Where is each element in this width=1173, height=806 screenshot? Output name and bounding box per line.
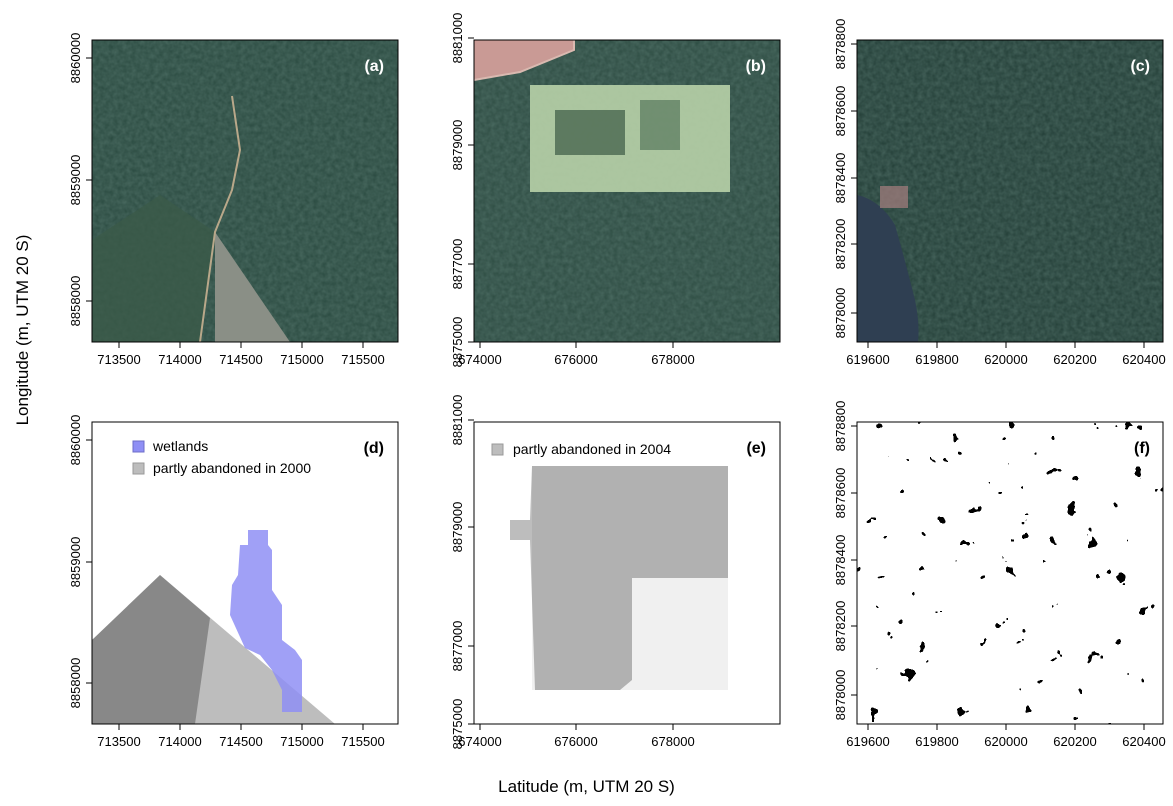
x-tick-label: 620000 (984, 734, 1027, 749)
y-tick-label: 8878400 (833, 535, 848, 586)
y-tick-label: 8878600 (833, 468, 848, 519)
pasture-area (474, 40, 575, 80)
panel-label-f: (f) (1134, 440, 1150, 457)
x-tick-label: 619600 (846, 734, 889, 749)
blob-layer (857, 422, 1163, 724)
abandoned-area (510, 466, 728, 690)
y-tick-label: 8859000 (68, 537, 83, 588)
y-tick-label: 8878000 (833, 288, 848, 339)
y-tick-label: 8875000 (450, 317, 465, 368)
y-tick-label: 8878200 (833, 601, 848, 652)
y-tick-label: 8877000 (450, 621, 465, 672)
y-tick-label: 8878800 (833, 19, 848, 70)
y-tick-label: 8881000 (450, 13, 465, 64)
x-tick-label: 713500 (97, 352, 140, 367)
y-tick-label: 8877000 (450, 239, 465, 290)
y-tick-label: 8860000 (68, 415, 83, 466)
x-tick-label: 619800 (915, 734, 958, 749)
x-tick-label: 678000 (651, 352, 694, 367)
y-axis-title: Longitude (m, UTM 20 S) (8, 0, 38, 801)
y-tick-label: 8878400 (833, 153, 848, 204)
x-tick-label: 714500 (219, 734, 262, 749)
y-tick-label: 8878200 (833, 219, 848, 270)
x-tick-label: 620000 (984, 352, 1027, 367)
panel-label-e: (e) (746, 440, 766, 457)
panel-f: (f) (856, 421, 1164, 725)
regrowth-area (92, 195, 215, 342)
y-tick-label: 8859000 (68, 155, 83, 206)
x-tick-label: 676000 (554, 352, 597, 367)
x-tick-label: 714000 (158, 734, 201, 749)
x-tick-label: 713500 (97, 734, 140, 749)
panel-label-b: (b) (746, 58, 766, 75)
clearing-area (215, 232, 290, 342)
x-tick-label: 715500 (341, 352, 384, 367)
x-axis-title: Latitude (m, UTM 20 S) (498, 777, 675, 796)
legend-item-abandoned: partly abandoned in 2000 (153, 460, 311, 476)
panel-c: (c) (856, 39, 1164, 343)
y-tick-label: 8875000 (450, 699, 465, 750)
y-tick-label: 8858000 (68, 276, 83, 327)
x-tick-label: 674000 (458, 352, 501, 367)
panel-b: (b) (473, 39, 781, 343)
wetlands-area (230, 530, 302, 712)
panel-label-c: (c) (1130, 58, 1150, 75)
x-tick-label: 619600 (846, 352, 889, 367)
panel-d: wetlands partly abandoned in 2000 (d) (91, 421, 399, 725)
y-tick-label: 8879000 (450, 502, 465, 553)
x-tick-label: 674000 (458, 734, 501, 749)
x-tick-label: 620400 (1122, 734, 1165, 749)
abandoned-area (92, 575, 335, 724)
x-tick-label: 715000 (280, 734, 323, 749)
x-tick-label: 619800 (915, 352, 958, 367)
axes-layer: 713500 714000 714500 715000 715500 8858000 885… (68, 13, 1166, 750)
panel-a: (a) (91, 39, 399, 343)
x-tick-label: 620400 (1122, 352, 1165, 367)
x-tick-label: 715500 (341, 734, 384, 749)
y-tick-label: 8878600 (833, 86, 848, 137)
road (473, 40, 575, 81)
road (199, 95, 242, 343)
x-tick-label: 620200 (1053, 352, 1096, 367)
y-tick-label: 8858000 (68, 658, 83, 709)
river (857, 195, 919, 342)
y-tick-label: 8881000 (450, 395, 465, 446)
x-tick-label: 620200 (1053, 734, 1096, 749)
y-tick-label: 8879000 (450, 120, 465, 171)
panel-label-a: (a) (364, 58, 384, 75)
y-tick-label: 8878800 (833, 401, 848, 452)
x-tick-label: 714000 (158, 352, 201, 367)
y-tick-label: 8860000 (68, 33, 83, 84)
x-tick-label: 714500 (219, 352, 262, 367)
legend-e: partly abandoned in 2004 (480, 432, 720, 466)
legend-item-abandoned: partly abandoned in 2004 (513, 441, 671, 457)
x-tick-label: 676000 (554, 734, 597, 749)
panel-e: partly abandoned in 2004 (e) (473, 421, 781, 725)
x-tick-label: 678000 (651, 734, 694, 749)
svg-text:Longitude (m, UTM 20 S): Longitude (m, UTM 20 S) (13, 235, 32, 426)
legend-d: wetlands partly abandoned in 2000 (120, 430, 360, 486)
y-tick-label: 8878000 (833, 670, 848, 721)
panel-label-d: (d) (364, 440, 384, 457)
legend-item-wetlands: wetlands (152, 438, 208, 454)
x-tick-label: 715000 (280, 352, 323, 367)
